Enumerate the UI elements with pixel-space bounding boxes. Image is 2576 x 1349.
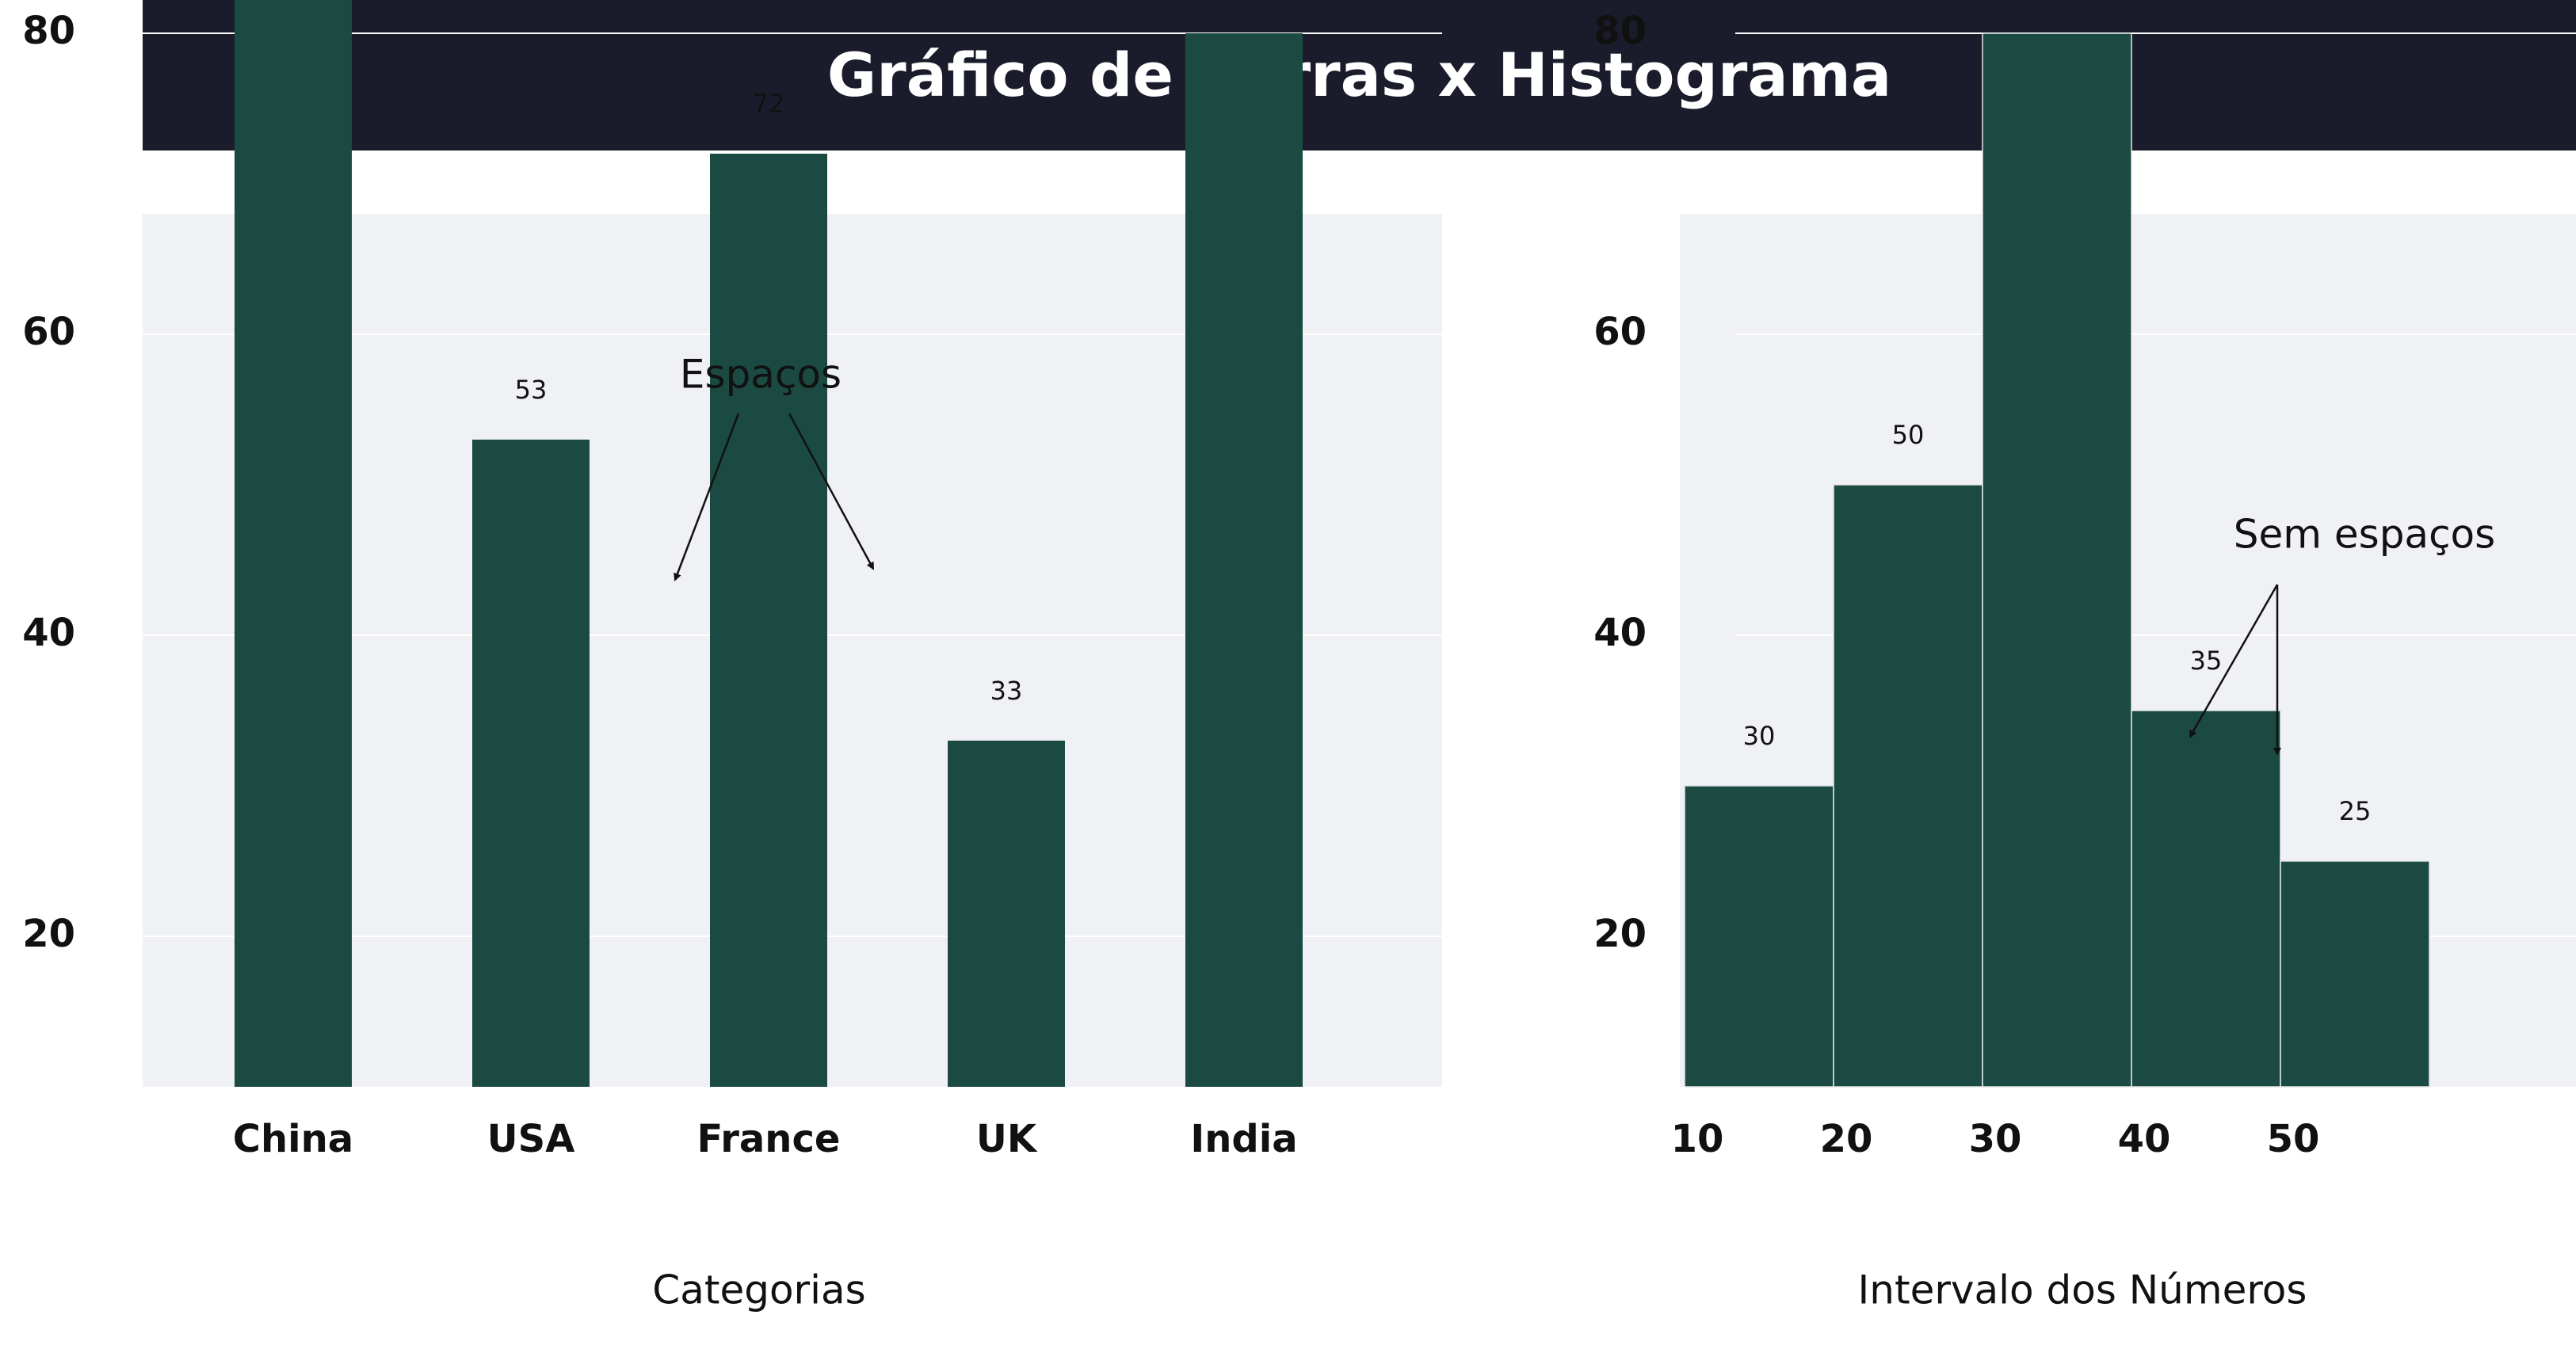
y-tick-label: 60 — [1593, 310, 1647, 354]
x-tick-label: France — [697, 1117, 841, 1161]
x-tick-label: 30 — [1969, 1117, 2022, 1161]
histogram-bin — [2131, 710, 2281, 1088]
y-tick-label: 60 — [22, 310, 75, 354]
x-tick-label: India — [1190, 1117, 1297, 1161]
y-tick-label: 80 — [22, 9, 75, 53]
annotation-text: Sem espaços — [2234, 512, 2495, 558]
y-tick-label: 20 — [22, 912, 75, 956]
x-tick-label: USA — [487, 1117, 575, 1161]
annotation-arrow — [788, 413, 875, 570]
x-axis-label: Intervalo dos Números — [1858, 1267, 2307, 1313]
data-label: 25 — [2339, 796, 2372, 826]
y-tick-label: 40 — [1593, 611, 1647, 655]
data-label: 35 — [2190, 646, 2223, 676]
x-tick-label: 40 — [2118, 1117, 2171, 1161]
histogram-bin — [1684, 785, 1834, 1088]
bar — [710, 154, 827, 1087]
histogram-bin — [2280, 860, 2430, 1088]
y-tick-label: 20 — [1593, 912, 1647, 956]
bar-chart: 2040608010090China53USA72France33UK80Ind… — [22, 0, 1442, 1313]
data-label: 50 — [1892, 420, 1925, 450]
data-label: 72 — [753, 89, 785, 119]
x-axis-label: Categorias — [652, 1267, 865, 1313]
annotation-arrow — [2189, 584, 2279, 738]
data-label: 30 — [1743, 721, 1776, 751]
data-label: 53 — [515, 375, 548, 405]
histogram-chart: 2040608010030508035251020304050Intervalo… — [1593, 9, 2576, 1313]
histogram-bin — [1982, 32, 2132, 1088]
bar — [472, 440, 590, 1087]
data-label: 33 — [990, 676, 1023, 706]
annotation-arrow — [674, 413, 740, 581]
bar — [948, 741, 1065, 1087]
y-tick-label: 40 — [22, 611, 75, 655]
x-tick-label: 20 — [1820, 1117, 1873, 1161]
page-title: Gráfico de Barras x Histograma — [826, 40, 1892, 110]
bar — [235, 0, 352, 1087]
x-tick-label: 50 — [2267, 1117, 2320, 1161]
annotation-text: Espaços — [680, 352, 841, 398]
bar — [1185, 33, 1303, 1087]
x-tick-label: UK — [976, 1117, 1038, 1161]
histogram-bin — [1833, 484, 1983, 1088]
y-tick-label: 80 — [1593, 9, 1647, 53]
title-bar: Gráfico de Barras x Histograma — [143, 0, 2576, 151]
x-tick-label: China — [233, 1117, 353, 1161]
x-tick-label: 10 — [1671, 1117, 1724, 1161]
